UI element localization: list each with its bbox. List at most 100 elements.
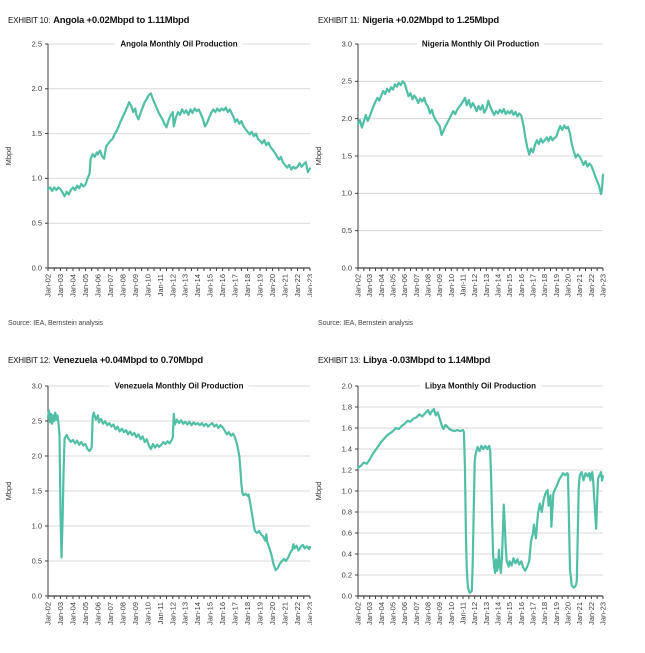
svg-text:Mbpd: Mbpd bbox=[314, 482, 323, 501]
svg-text:1.0: 1.0 bbox=[32, 174, 42, 183]
svg-text:Jan-21: Jan-21 bbox=[281, 274, 290, 297]
svg-text:Jan-15: Jan-15 bbox=[505, 602, 514, 625]
svg-text:0.8: 0.8 bbox=[342, 507, 352, 516]
svg-text:Jan-08: Jan-08 bbox=[118, 602, 127, 625]
svg-text:Jan-06: Jan-06 bbox=[400, 602, 409, 625]
svg-text:Jan-10: Jan-10 bbox=[447, 602, 456, 625]
svg-text:1.5: 1.5 bbox=[342, 151, 352, 160]
exhibit-12-venezuela-panel: EXHIBIT 12: Venezuela +0.04Mbpd to 0.70Mb… bbox=[0, 340, 315, 653]
svg-text:1.4: 1.4 bbox=[342, 444, 352, 453]
svg-text:2.5: 2.5 bbox=[32, 39, 42, 48]
svg-text:Jan-13: Jan-13 bbox=[482, 274, 491, 297]
exhibit-10-header: EXHIBIT 10: Angola +0.02Mbpd to 1.11Mbpd bbox=[8, 10, 189, 28]
svg-text:0.2: 0.2 bbox=[342, 570, 352, 579]
svg-text:Jan-18: Jan-18 bbox=[243, 274, 252, 297]
svg-text:Jan-22: Jan-22 bbox=[293, 602, 302, 625]
svg-text:Jan-23: Jan-23 bbox=[599, 602, 608, 625]
svg-text:Jan-03: Jan-03 bbox=[56, 602, 65, 625]
svg-text:Jan-15: Jan-15 bbox=[206, 602, 215, 625]
svg-text:Jan-12: Jan-12 bbox=[470, 602, 479, 625]
svg-text:2.0: 2.0 bbox=[342, 114, 352, 123]
svg-text:0.6: 0.6 bbox=[342, 528, 352, 537]
svg-text:0.0: 0.0 bbox=[342, 591, 352, 600]
svg-text:Jan-20: Jan-20 bbox=[564, 274, 573, 297]
exhibit-10-number: EXHIBIT 10: bbox=[8, 16, 51, 25]
svg-text:Jan-13: Jan-13 bbox=[181, 602, 190, 625]
svg-text:Jan-06: Jan-06 bbox=[93, 602, 102, 625]
exhibit-12-number: EXHIBIT 12: bbox=[8, 356, 51, 365]
svg-text:Jan-05: Jan-05 bbox=[81, 274, 90, 297]
svg-text:Jan-02: Jan-02 bbox=[354, 602, 363, 625]
svg-text:2.5: 2.5 bbox=[342, 77, 352, 86]
exhibit-11-header: EXHIBIT 11: Nigeria +0.02Mbpd to 1.25Mbpd bbox=[318, 10, 499, 28]
svg-text:Jan-21: Jan-21 bbox=[575, 274, 584, 297]
exhibit-10-angola-panel: EXHIBIT 10: Angola +0.02Mbpd to 1.11Mbpd … bbox=[0, 0, 315, 340]
svg-text:3.0: 3.0 bbox=[342, 39, 352, 48]
svg-text:Jan-18: Jan-18 bbox=[540, 274, 549, 297]
svg-text:Jan-22: Jan-22 bbox=[587, 274, 596, 297]
svg-text:Jan-16: Jan-16 bbox=[517, 274, 526, 297]
svg-text:Jan-19: Jan-19 bbox=[552, 602, 561, 625]
svg-text:0.5: 0.5 bbox=[32, 556, 42, 565]
svg-text:1.8: 1.8 bbox=[342, 402, 352, 411]
exhibit-11-nigeria-panel: EXHIBIT 11: Nigeria +0.02Mbpd to 1.25Mbpd… bbox=[310, 0, 645, 340]
svg-text:Jan-09: Jan-09 bbox=[131, 274, 140, 297]
svg-text:Jan-08: Jan-08 bbox=[424, 274, 433, 297]
svg-text:3.0: 3.0 bbox=[32, 381, 42, 390]
svg-text:Jan-10: Jan-10 bbox=[447, 274, 456, 297]
svg-text:Jan-16: Jan-16 bbox=[218, 602, 227, 625]
svg-text:Jan-20: Jan-20 bbox=[564, 602, 573, 625]
svg-text:Angola Monthly Oil Production: Angola Monthly Oil Production bbox=[120, 40, 237, 49]
svg-text:Jan-04: Jan-04 bbox=[377, 602, 386, 625]
svg-text:Jan-04: Jan-04 bbox=[68, 274, 77, 297]
exhibit-11-number: EXHIBIT 11: bbox=[318, 16, 360, 25]
svg-text:Mbpd: Mbpd bbox=[4, 147, 13, 166]
svg-text:Jan-06: Jan-06 bbox=[93, 274, 102, 297]
svg-text:Jan-07: Jan-07 bbox=[106, 602, 115, 625]
svg-text:Jan-12: Jan-12 bbox=[168, 602, 177, 625]
svg-text:Jan-23: Jan-23 bbox=[306, 602, 313, 625]
svg-text:Libya Monthly Oil Production: Libya Monthly Oil Production bbox=[425, 382, 536, 391]
svg-text:1.5: 1.5 bbox=[32, 486, 42, 495]
svg-text:1.0: 1.0 bbox=[32, 521, 42, 530]
chart-svg: 0.0 0.5 1.0 1.5 2.0 2.5 3.0 Jan-02 Jan-03 Jan-04 J… bbox=[4, 381, 315, 625]
svg-text:Mbpd: Mbpd bbox=[4, 482, 13, 501]
source-note-nigeria: Source: IEA, Bernstein analysis bbox=[318, 320, 413, 327]
svg-text:Jan-20: Jan-20 bbox=[268, 602, 277, 625]
exhibit-12-headline: Venezuela +0.04Mbpd to 0.70Mbpd bbox=[53, 355, 203, 366]
svg-text:Jan-05: Jan-05 bbox=[389, 274, 398, 297]
svg-text:Jan-14: Jan-14 bbox=[494, 274, 503, 297]
svg-text:Jan-17: Jan-17 bbox=[529, 602, 538, 625]
svg-text:Jan-21: Jan-21 bbox=[281, 602, 290, 625]
svg-text:Jan-02: Jan-02 bbox=[44, 274, 53, 297]
svg-text:2.5: 2.5 bbox=[32, 416, 42, 425]
svg-text:Jan-19: Jan-19 bbox=[256, 274, 265, 297]
svg-text:0.5: 0.5 bbox=[342, 226, 352, 235]
angola-production-chart: 0.0 0.5 1.0 1.5 2.0 2.5 Jan-02 Jan-03 Jan-04 Jan-… bbox=[0, 30, 315, 335]
svg-text:Jan-09: Jan-09 bbox=[131, 602, 140, 625]
svg-text:Jan-09: Jan-09 bbox=[435, 602, 444, 625]
svg-text:Jan-17: Jan-17 bbox=[231, 602, 240, 625]
exhibit-12-header: EXHIBIT 12: Venezuela +0.04Mbpd to 0.70Mb… bbox=[8, 350, 203, 368]
svg-text:Jan-12: Jan-12 bbox=[168, 274, 177, 297]
svg-text:Jan-10: Jan-10 bbox=[143, 274, 152, 297]
exhibit-13-number: EXHIBIT 13: bbox=[318, 356, 361, 365]
svg-text:Jan-17: Jan-17 bbox=[529, 274, 538, 297]
svg-text:Jan-13: Jan-13 bbox=[482, 602, 491, 625]
svg-text:Jan-23: Jan-23 bbox=[306, 274, 313, 297]
svg-text:Jan-10: Jan-10 bbox=[143, 602, 152, 625]
svg-text:Jan-22: Jan-22 bbox=[293, 274, 302, 297]
svg-text:Venezuela Monthly Oil Producti: Venezuela Monthly Oil Production bbox=[115, 382, 244, 391]
svg-text:Jan-15: Jan-15 bbox=[206, 274, 215, 297]
venezuela-production-chart: 0.0 0.5 1.0 1.5 2.0 2.5 3.0 Jan-02 Jan-03 Jan-04 J… bbox=[0, 370, 315, 653]
svg-text:Jan-22: Jan-22 bbox=[587, 602, 596, 625]
exhibit-13-libya-panel: EXHIBIT 13: Libya -0.03Mbpd to 1.14Mbpd 0… bbox=[310, 340, 645, 653]
libya-production-chart: 0.0 0.2 0.4 0.6 0.8 1.0 1.2 1.4 1.6 1.8 2.0 Jan-02 J… bbox=[310, 370, 645, 653]
svg-text:Jan-11: Jan-11 bbox=[156, 602, 165, 624]
svg-text:Jan-17: Jan-17 bbox=[231, 274, 240, 297]
svg-text:Jan-04: Jan-04 bbox=[68, 602, 77, 625]
svg-text:Jan-06: Jan-06 bbox=[400, 274, 409, 297]
svg-text:Jan-18: Jan-18 bbox=[243, 602, 252, 625]
